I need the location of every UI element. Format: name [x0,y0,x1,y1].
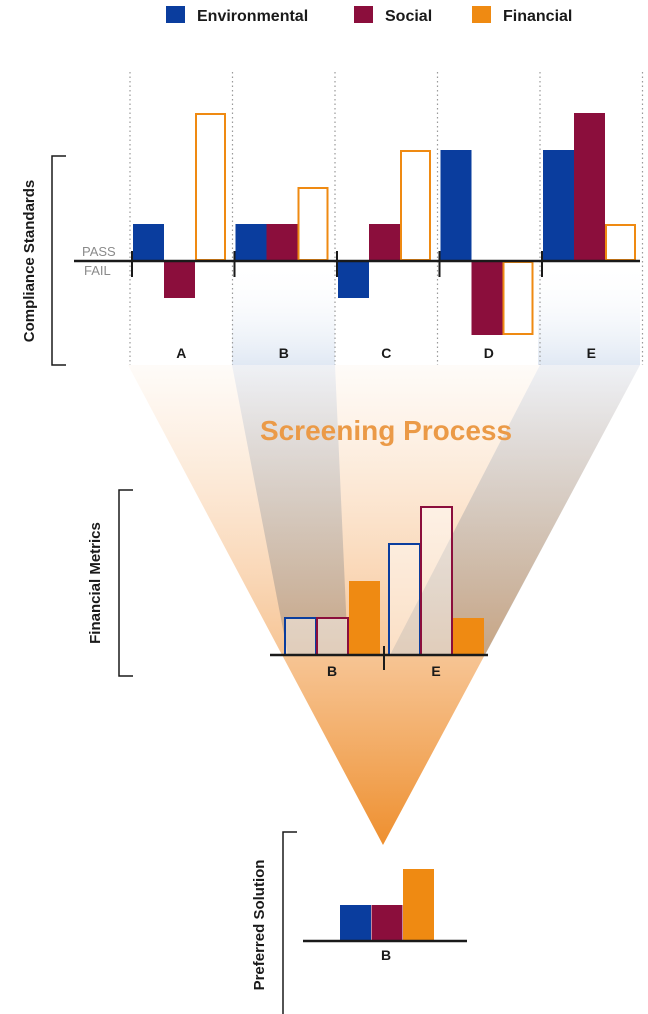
compliance-grid [129,72,644,365]
metric-bar-e-financial [453,618,484,655]
bar-b-environmental [235,224,267,261]
bar-b-financial [297,187,329,261]
legend-label-environmental: Environmental [197,8,308,25]
bar-a-environmental [133,224,164,261]
option-label-c: C [381,345,391,361]
bar-d-financial [502,261,534,335]
legend-swatch-social [354,6,373,23]
bar-c-financial [400,150,431,261]
metric-option-label-b: B [327,663,337,679]
bar-e-social [574,113,605,261]
legend-swatch-financial [472,6,491,23]
screening-title: Screening Process [260,415,512,446]
bar-e-environmental [543,150,574,261]
preferred-solution-bracket [282,831,297,1014]
bar-b-social [266,224,298,261]
compliance-bars [133,113,636,335]
compliance-labels: A B C D E [176,345,596,361]
bar-c-social [369,224,400,261]
metric-bar-b-environmental [284,617,317,656]
financial-metrics-bars [284,506,484,656]
bar-d-environmental [440,150,472,261]
beam-option-b [232,365,348,655]
preferred-solution-axis-label: Preferred Solution [251,860,268,991]
pass-label: PASS [82,244,116,259]
column-shade-b [232,262,335,365]
metric-option-label-e: E [431,663,440,679]
legend: Environmental Social Financial [166,6,572,25]
preferred-solution-bars [340,869,434,941]
compliance-axis-label: Compliance Standards [21,180,38,343]
bar-a-social [164,261,195,298]
financial-metrics-axis-label: Financial Metrics [87,522,104,644]
bar-d-social [471,261,503,335]
metric-bar-b-financial [349,581,380,655]
bar-e-financial [605,224,636,261]
option-label-d: D [484,345,494,361]
financial-metrics-bracket [118,489,133,677]
preferred-bar-social [371,905,403,941]
bar-c-environmental [338,261,369,298]
metric-bar-b-social [316,617,349,656]
option-label-b: B [279,345,289,361]
metric-bar-e-social [420,506,453,656]
fail-label: FAIL [84,263,111,278]
legend-swatch-environmental [166,6,185,23]
legend-label-social: Social [385,8,432,25]
legend-label-financial: Financial [503,8,572,25]
option-label-e: E [587,345,596,361]
preferred-bar-environmental [340,905,371,941]
column-shade-e [538,262,640,365]
preferred-bar-financial [403,869,434,941]
bar-a-financial [195,113,226,261]
option-label-a: A [176,345,186,361]
preferred-solution-label: B [381,947,391,963]
metric-bar-e-environmental [388,543,421,656]
compliance-bracket [51,155,66,366]
